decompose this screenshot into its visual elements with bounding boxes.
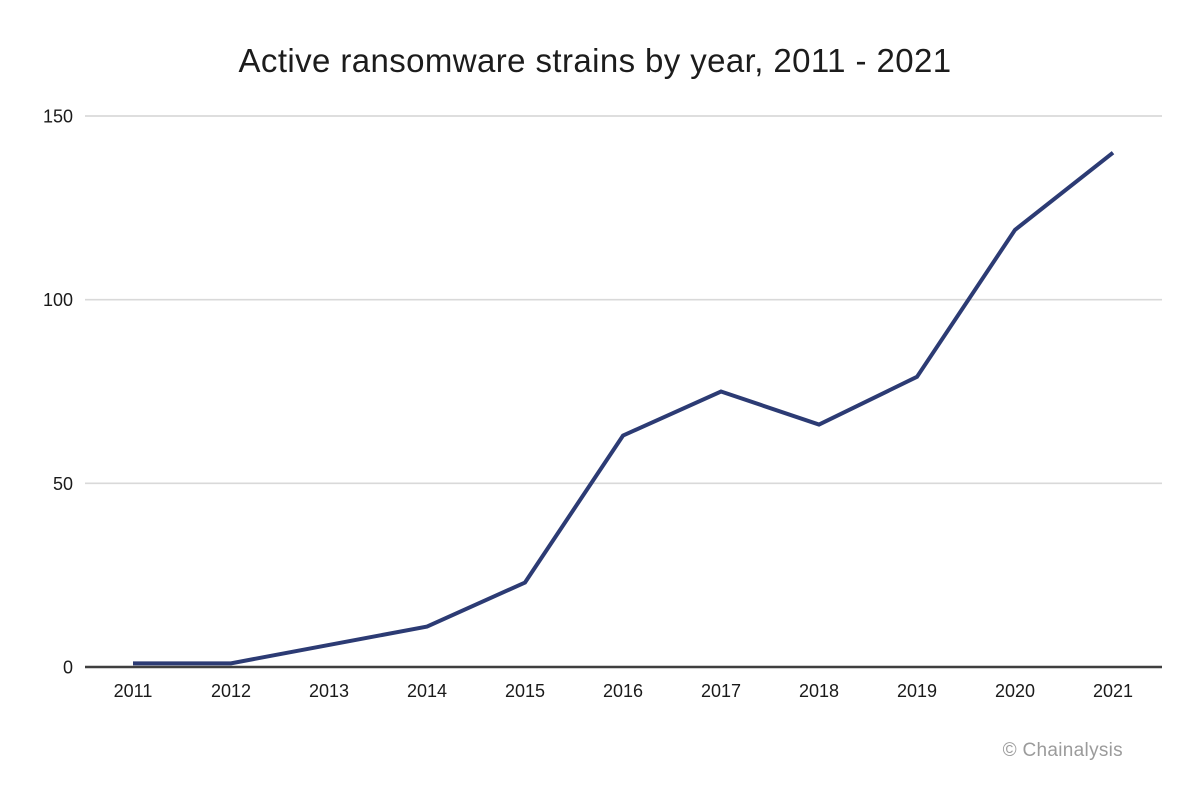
x-tick-label: 2011: [114, 681, 153, 701]
x-tick-label: 2017: [701, 681, 741, 701]
gridlines: [85, 115, 1162, 669]
y-tick-label: 150: [43, 107, 73, 127]
x-tick-label: 2012: [211, 681, 251, 701]
y-axis-labels: 0 50 100 150: [43, 107, 73, 678]
y-tick-label: 100: [43, 290, 73, 310]
x-tick-label: 2015: [505, 681, 545, 701]
data-line: [133, 151, 1115, 666]
x-tick-label: 2018: [799, 681, 839, 701]
attribution: © Chainalysis: [1002, 740, 1123, 761]
x-tick-label: 2021: [1093, 681, 1133, 701]
x-tick-label: 2016: [603, 681, 643, 701]
x-tick-label: 2013: [309, 681, 349, 701]
x-tick-label: 2014: [407, 681, 447, 701]
x-tick-label: 2019: [897, 681, 937, 701]
x-tick-label: 2020: [995, 681, 1035, 701]
y-tick-label: 0: [63, 658, 73, 678]
chart-title: Active ransomware strains by year, 2011 …: [238, 42, 952, 79]
y-tick-label: 50: [53, 474, 73, 494]
x-axis-labels: 2011 2012 2013 2014 2015 2016 2017 2018 2019 2020…: [114, 681, 1133, 701]
